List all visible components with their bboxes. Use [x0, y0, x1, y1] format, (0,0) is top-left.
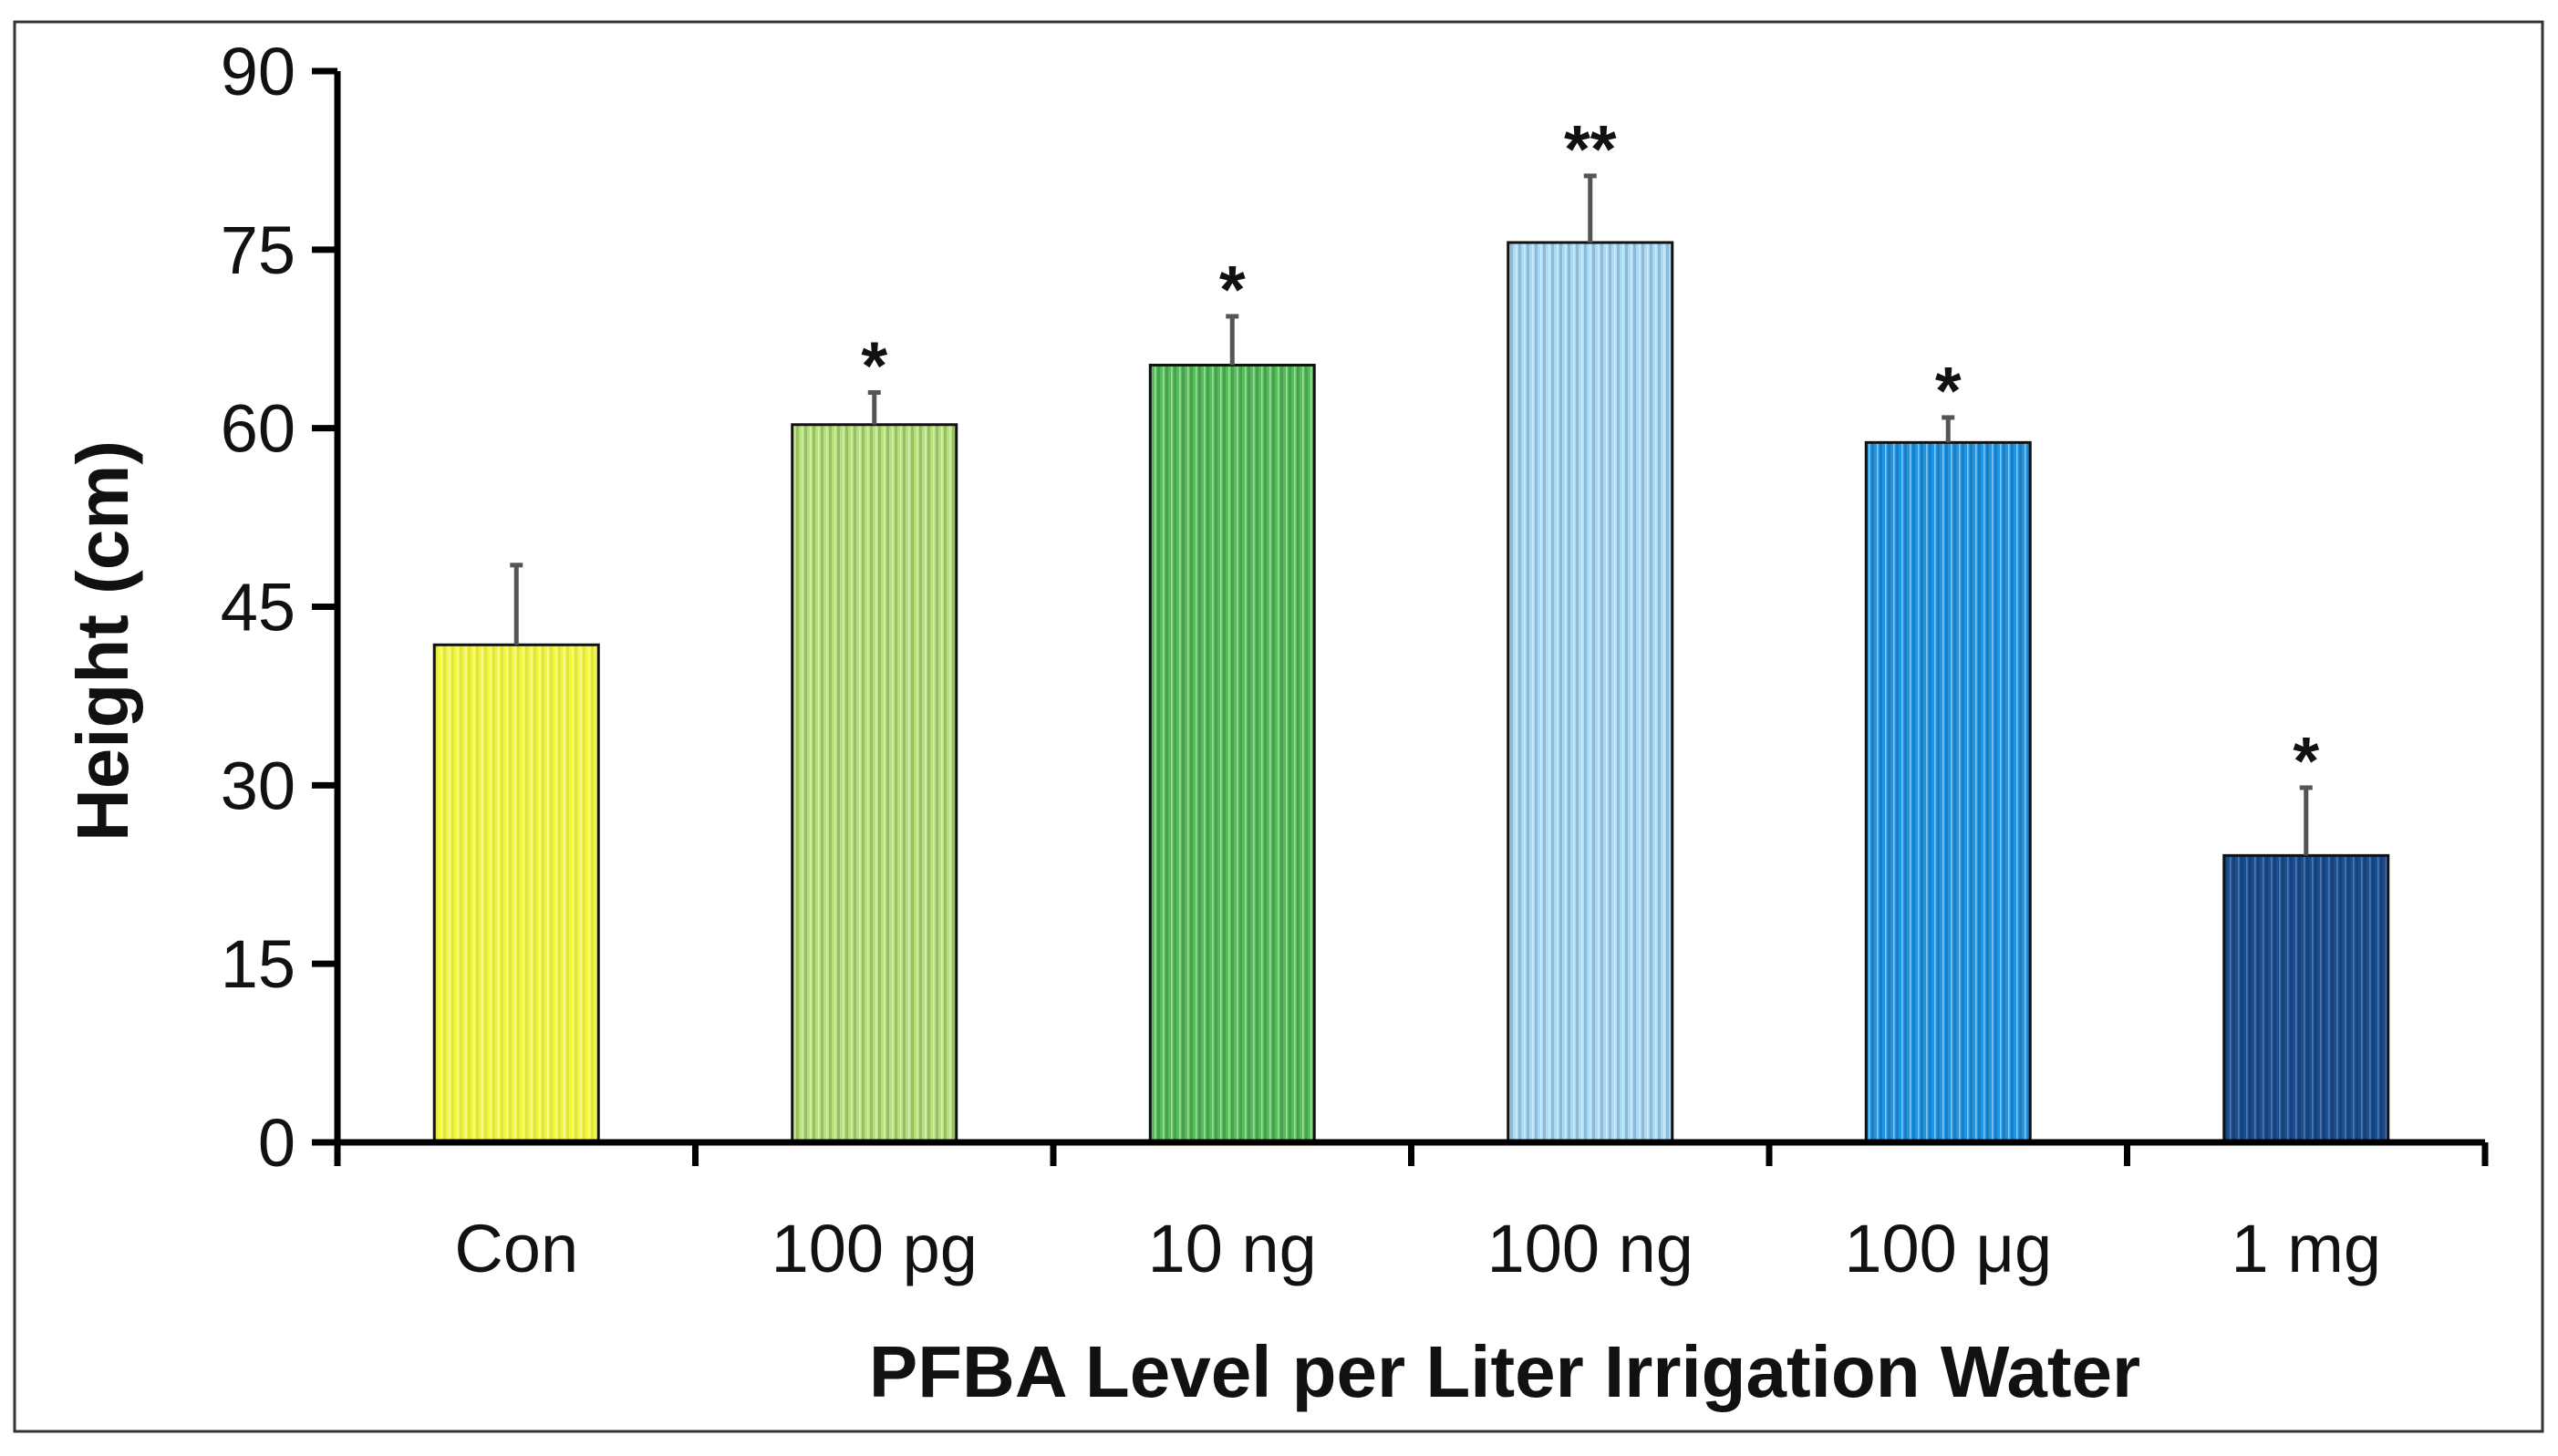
y-tick-label-6: 90	[221, 34, 295, 109]
y-tick-label-5: 75	[221, 212, 295, 288]
axes-layer	[312, 67, 2489, 1166]
y-tick-label-2: 30	[221, 748, 295, 823]
significance-marker-4: **	[1564, 111, 1617, 187]
bar-6	[2222, 853, 2390, 1144]
significance-marker-3: *	[1219, 252, 1246, 327]
category-label-4: 100 ng	[1487, 1211, 1693, 1286]
category-label-1: Con	[454, 1211, 578, 1286]
bars-layer	[432, 173, 2390, 1144]
significance-marker-2: *	[861, 328, 887, 404]
bar-3	[1148, 363, 1316, 1144]
significance-marker-5: *	[1935, 353, 1962, 429]
significance-marker-6: *	[2293, 723, 2319, 799]
y-tick-label-3: 45	[221, 570, 295, 645]
labels-layer: Con * 100 pg * 10 ng ** 100 ng * 100 μg * 1 mg 0 15 3…	[221, 34, 2381, 1286]
category-label-6: 1 mg	[2231, 1211, 2381, 1286]
bar-5	[1864, 440, 2032, 1144]
category-label-5: 100 μg	[1844, 1211, 2052, 1286]
y-tick-label-0: 0	[258, 1105, 295, 1181]
x-axis-title: PFBA Level per Liter Irrigation Water	[869, 1331, 2140, 1412]
y-tick-label-4: 60	[221, 391, 295, 467]
bar-2	[791, 423, 958, 1144]
category-label-3: 10 ng	[1148, 1211, 1317, 1286]
y-tick-label-1: 15	[221, 926, 295, 1002]
y-axis-title: Height (cm)	[62, 440, 143, 842]
bar-4	[1507, 241, 1674, 1144]
category-label-2: 100 pg	[772, 1211, 978, 1286]
bar-1	[432, 643, 600, 1144]
